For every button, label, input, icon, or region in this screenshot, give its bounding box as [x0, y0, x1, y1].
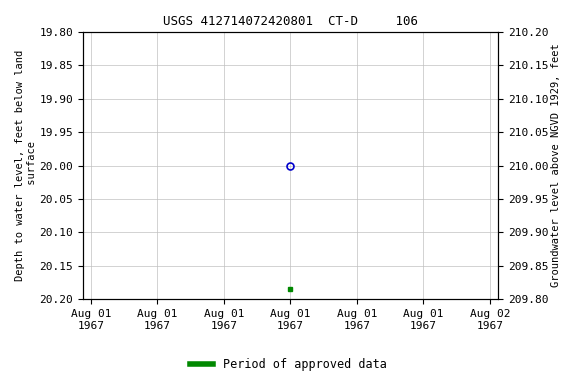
Title: USGS 412714072420801  CT-D     106: USGS 412714072420801 CT-D 106: [163, 15, 418, 28]
Y-axis label: Groundwater level above NGVD 1929, feet: Groundwater level above NGVD 1929, feet: [551, 44, 561, 288]
Y-axis label: Depth to water level, feet below land
 surface: Depth to water level, feet below land su…: [15, 50, 37, 281]
Legend: Period of approved data: Period of approved data: [185, 354, 391, 376]
